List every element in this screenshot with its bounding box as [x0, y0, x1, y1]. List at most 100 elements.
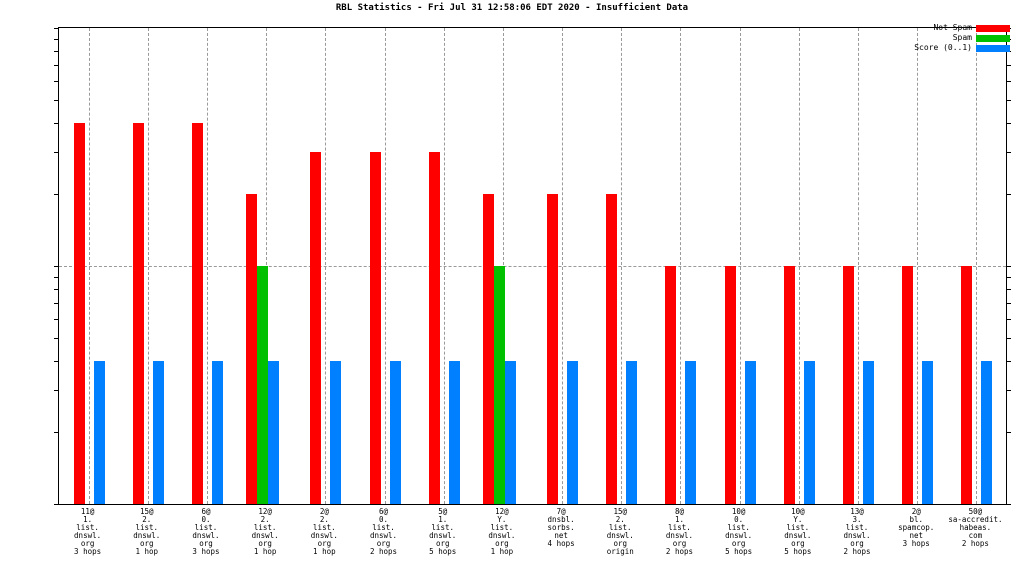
- bar-not-spam: [547, 194, 558, 504]
- y-axis-tick: [54, 122, 59, 124]
- y-axis-tick: [1006, 266, 1011, 267]
- y-axis-tick: [54, 99, 59, 101]
- gridline-vertical: [207, 28, 208, 504]
- x-tick-label: 6@ 0. list. dnswl. org 2 hops: [369, 507, 398, 556]
- y-axis-tick: [54, 152, 59, 154]
- bar-score: [390, 360, 401, 504]
- chart-title: RBL Statistics - Fri Jul 31 12:58:06 EDT…: [335, 3, 689, 13]
- legend-swatch-not-spam: [976, 24, 1010, 32]
- gridline-vertical: [858, 28, 859, 504]
- bar-score: [94, 360, 105, 504]
- gridline-vertical: [917, 28, 918, 504]
- y-axis-tick: [1006, 51, 1011, 53]
- x-tick-label: 50@ sa-accredit. habeas. com 2 hops: [948, 507, 1003, 548]
- bar-score: [922, 360, 933, 504]
- y-axis-tick: [54, 432, 59, 434]
- y-axis-tick: [1006, 194, 1011, 196]
- bar-score: [212, 360, 223, 504]
- bar-not-spam: [133, 122, 144, 504]
- legend-item-spam: Spam: [953, 34, 1010, 42]
- chart-legend: Not Spam Spam Score (0..1): [914, 24, 1010, 52]
- x-tick-label: 13@ 3. list. dnswl. org 2 hops: [843, 507, 871, 556]
- bar-not-spam: [606, 194, 617, 504]
- bar-not-spam: [74, 122, 85, 504]
- y-axis-tick: [1006, 432, 1011, 434]
- y-axis-tick: [1006, 122, 1011, 124]
- y-axis-tick: [54, 302, 59, 304]
- legend-label-not-spam: Not Spam: [933, 23, 972, 32]
- gridline-vertical: [799, 28, 800, 504]
- bar-score: [804, 360, 815, 504]
- y-axis-tick: [54, 276, 59, 278]
- x-tick-label: 5@ 1. list. dnswl. org 5 hops: [429, 507, 457, 556]
- x-tick-label: 15@ 2. list. dnswl. org 1 hop: [133, 507, 161, 556]
- y-axis-tick: [54, 51, 59, 53]
- y-axis-tick: [54, 360, 59, 362]
- y-axis-tick: [1006, 80, 1011, 82]
- bar-not-spam: [192, 122, 203, 504]
- legend-swatch-score: [976, 44, 1010, 52]
- bar-score: [981, 360, 992, 504]
- y-axis-tick: [54, 194, 59, 196]
- gridline-horizontal: [59, 266, 1006, 267]
- bar-score: [685, 360, 696, 504]
- bar-score: [505, 360, 516, 504]
- y-axis-tick: [54, 28, 59, 29]
- x-tick-label: 8@ 1. list. dnswl. org 2 hops: [665, 507, 694, 556]
- gridline-vertical: [621, 28, 622, 504]
- gridline-vertical: [148, 28, 149, 504]
- bar-spam: [494, 266, 505, 504]
- y-axis-tick: [54, 390, 59, 392]
- gridline-vertical: [740, 28, 741, 504]
- x-tick-label: 2@ 2. list. dnswl. org 1 hop: [310, 507, 338, 556]
- bar-not-spam: [784, 266, 795, 504]
- y-axis-tick: [1006, 318, 1011, 320]
- y-axis-tick: [1006, 504, 1011, 505]
- bar-score: [153, 360, 164, 504]
- bar-score: [449, 360, 460, 504]
- gridline-vertical: [444, 28, 445, 504]
- y-axis-tick: [54, 266, 59, 267]
- bar-score: [567, 360, 578, 504]
- bar-not-spam: [310, 152, 321, 504]
- bar-score: [626, 360, 637, 504]
- gridline-vertical: [680, 28, 681, 504]
- bar-spam: [257, 266, 268, 504]
- y-axis-tick: [1006, 64, 1011, 66]
- bar-not-spam: [961, 266, 972, 504]
- bar-score: [745, 360, 756, 504]
- legend-item-score: Score (0..1): [914, 44, 1010, 52]
- gridline-vertical: [976, 28, 977, 504]
- plot-area: 1010.1: [54, 27, 1011, 505]
- bar-not-spam: [665, 266, 676, 504]
- legend-swatch-spam: [976, 34, 1010, 42]
- bar-not-spam: [725, 266, 736, 504]
- legend-label-score: Score (0..1): [914, 43, 972, 52]
- y-axis-tick: [1006, 390, 1011, 392]
- bar-score: [330, 360, 341, 504]
- y-axis-tick: [1006, 337, 1011, 339]
- bar-not-spam: [370, 152, 381, 504]
- y-axis-tick: [1006, 99, 1011, 101]
- x-tick-label: 10@ 0. list. dnswl. org 5 hops: [725, 507, 753, 556]
- x-tick-label: 10@ Y. list. dnswl. org 5 hops: [784, 507, 812, 556]
- bar-score: [268, 360, 279, 504]
- gridline-vertical: [325, 28, 326, 504]
- y-axis-tick: [54, 38, 59, 40]
- y-axis-tick: [1006, 302, 1011, 304]
- bar-score: [863, 360, 874, 504]
- gridline-vertical: [89, 28, 90, 504]
- y-axis-tick: [1006, 276, 1011, 278]
- x-tick-label: 12@ 2. list. dnswl. org 1 hop: [251, 507, 279, 556]
- gridline-vertical: [385, 28, 386, 504]
- y-axis-tick: [54, 289, 59, 291]
- gridline-vertical: [562, 28, 563, 504]
- bar-not-spam: [483, 194, 494, 504]
- y-axis-tick: [54, 64, 59, 66]
- legend-item-not-spam: Not Spam: [933, 24, 1010, 32]
- legend-label-spam: Spam: [952, 33, 972, 42]
- x-tick-label: 12@ Y. list. dnswl. org 1 hop: [488, 507, 516, 556]
- y-axis-tick: [54, 80, 59, 82]
- bar-not-spam: [843, 266, 854, 504]
